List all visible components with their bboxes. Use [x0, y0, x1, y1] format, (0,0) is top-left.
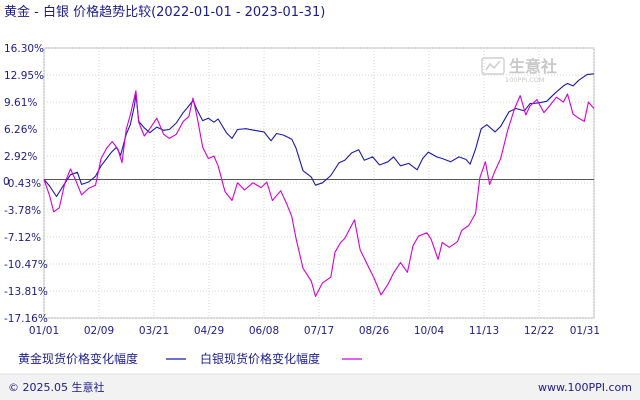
- footer-bar: [0, 374, 640, 400]
- x-tick-label: 02/09: [84, 325, 114, 337]
- y-tick-label: -0.43%: [4, 178, 41, 190]
- legend-label-gold: 黄金现货价格变化幅度: [18, 351, 138, 366]
- legend-label-silver: 白银现货价格变化幅度: [200, 351, 320, 366]
- y-tick-label: 6.26%: [4, 124, 37, 136]
- watermark-icon: [481, 57, 505, 75]
- y-tick-label: 16.30%: [4, 43, 44, 55]
- x-tick-label: 12/22: [524, 325, 554, 337]
- x-tick-label: 10/04: [414, 325, 445, 337]
- x-tick-label: 07/17: [304, 325, 334, 337]
- x-tick-label: 01/01: [29, 325, 59, 337]
- y-tick-label: 12.95%: [4, 70, 44, 82]
- y-axis-ticks: 16.30% 12.95% 9.61% 6.26% 2.92% -0.43% -3.78% -…: [4, 43, 48, 325]
- x-tick-label: 03/21: [139, 325, 169, 337]
- footer-copyright: © 2025.05 生意社: [8, 380, 104, 394]
- watermark-logo: 生意社 100PPI.COM: [481, 57, 557, 84]
- y-tick-label: 2.92%: [4, 151, 37, 163]
- series-line-gold: [43, 73, 595, 198]
- series-lines: [43, 73, 595, 298]
- y-tick-label: -17.16%: [4, 313, 48, 325]
- x-axis-ticks: 01/01 02/09 03/21 04/29 06/08 07/17 08/26 10/04…: [29, 325, 600, 337]
- x-tick-label: 06/08: [249, 325, 279, 337]
- chart-title: 黄金 - 白银 价格趋势比较(2022-01-01 - 2023-01-31): [4, 4, 325, 20]
- x-tick-label: 08/26: [359, 325, 390, 337]
- y-tick-label: -3.78%: [4, 205, 41, 217]
- y-axis-zero-label: 0: [3, 176, 10, 188]
- legend: 黄金现货价格变化幅度 白银现货价格变化幅度: [18, 351, 362, 366]
- watermark-brand: 生意社: [509, 57, 557, 76]
- y-tick-label: -7.12%: [4, 232, 41, 244]
- y-tick-label: 9.61%: [4, 97, 37, 109]
- x-tick-label: 11/13: [469, 325, 499, 337]
- y-tick-label: -10.47%: [4, 259, 48, 271]
- x-tick-label: 01/31: [570, 325, 600, 337]
- series-line-silver: [43, 90, 595, 298]
- x-tick-label: 04/29: [194, 325, 224, 337]
- grid-lines: [43, 47, 595, 319]
- footer-url[interactable]: www.100PPI.com: [538, 381, 632, 394]
- watermark-url: 100PPI.COM: [505, 76, 545, 84]
- y-tick-label: -13.81%: [4, 286, 48, 298]
